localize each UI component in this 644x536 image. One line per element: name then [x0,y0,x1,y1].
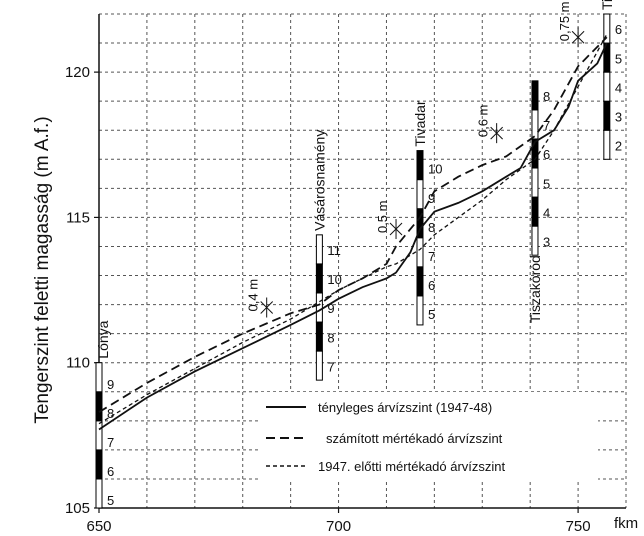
gauge-label: 9 [107,377,114,392]
x-tick-label: 650 [86,518,111,535]
gauge-label: 10 [428,162,442,177]
gauge-segment [416,150,424,181]
gauge-label: 5 [543,176,550,191]
gauge-segment [95,478,103,509]
gauge-segment [603,71,611,102]
x-axis-label: fkm [614,515,638,532]
gauge-label: 7 [107,435,114,450]
series-line [98,33,608,425]
series-lines [98,33,608,431]
legend: tényleges árvízszint (1947-48) számított… [258,392,598,480]
gauge-label: 5 [428,307,435,322]
legend-label-pre1947: 1947. előtti mértékadó árvízszint [318,459,506,474]
gauge-label: 3 [543,234,550,249]
gauge-label: 3 [615,109,622,124]
gauge-label: 10 [327,272,341,287]
gauge-segment [416,237,424,268]
legend-label-actual: tényleges árvízszint (1947-48) [318,400,492,415]
legend-label-computed: számított mértékadó árvízszint [326,431,503,446]
gauge-label: 5 [107,493,114,508]
gauge-label: 8 [428,220,435,235]
gauge-label: 9 [428,191,435,206]
gauge-segment [416,295,424,326]
x-tick-label: 700 [326,518,351,535]
y-axis-label: Tengerszint feletti magasság (m A.f.) [32,116,53,423]
x-tick-label: 750 [566,518,591,535]
gauge-segment [315,292,323,323]
gauge-segment [95,362,103,393]
gauge-name: Tiszakóród [527,255,543,323]
gauge-segment [315,234,323,265]
gauge-label: 8 [107,406,114,421]
gauge-label: 7 [327,359,334,374]
gauge-segment [603,13,611,44]
annotation-label: 0,75 m [557,1,572,41]
gauge-name: Lónya [95,320,111,358]
gauge-segment [531,109,539,140]
annotation-label: 0,5 m [375,201,390,234]
gauge-name: Vásárosnamény [311,130,327,231]
gauge-segment [416,266,424,297]
gauge-label: 9 [327,301,334,316]
gauge-label: 8 [327,330,334,345]
legend-box [258,392,598,480]
gauge-label: 8 [543,89,550,104]
gauge-segment [531,196,539,227]
gauge-segment [531,225,539,256]
gauge-label: 2 [615,138,622,153]
y-tick-label: 110 [66,355,90,372]
gauge-segment [95,391,103,422]
gauge-label: 7 [543,118,550,133]
gauge-label: 6 [428,278,435,293]
gauge-label: 7 [428,249,435,264]
gauge-segment [603,129,611,160]
gauge-label: 5 [615,51,622,66]
y-tick-label: 120 [65,64,90,81]
gauge-name: Tiszabecs [599,0,615,10]
gauge-name: Tivadar [412,100,428,147]
gauge-segment [315,263,323,294]
gauge-label: 4 [615,80,622,95]
gauge-label: 11 [327,243,341,258]
gauge-segment [315,321,323,352]
gauge-segment [603,100,611,131]
annotation-label: 0,4 m [246,279,261,312]
gauge-label: 6 [107,464,114,479]
gauge-segment [95,449,103,480]
gauge-segment [95,420,103,451]
gauge-segment [531,167,539,198]
gauge-segment [416,179,424,210]
gauge-label: 6 [543,147,550,162]
difference-annotations: 0,4 m 0,5 m 0,6 m 0,75 m [246,1,585,318]
gauge-staffs: 56789Lónya7891011Vásárosnamény5678910Tiv… [95,0,622,509]
gauge-segment [531,80,539,111]
y-tick-label: 115 [66,209,90,226]
gauge-label: 4 [543,205,550,220]
y-tick-label: 105 [65,500,90,517]
annotation-label: 0,6 m [476,105,491,138]
series-line [98,36,608,413]
gauge-label: 6 [615,22,622,37]
gauge-segment [315,350,323,381]
